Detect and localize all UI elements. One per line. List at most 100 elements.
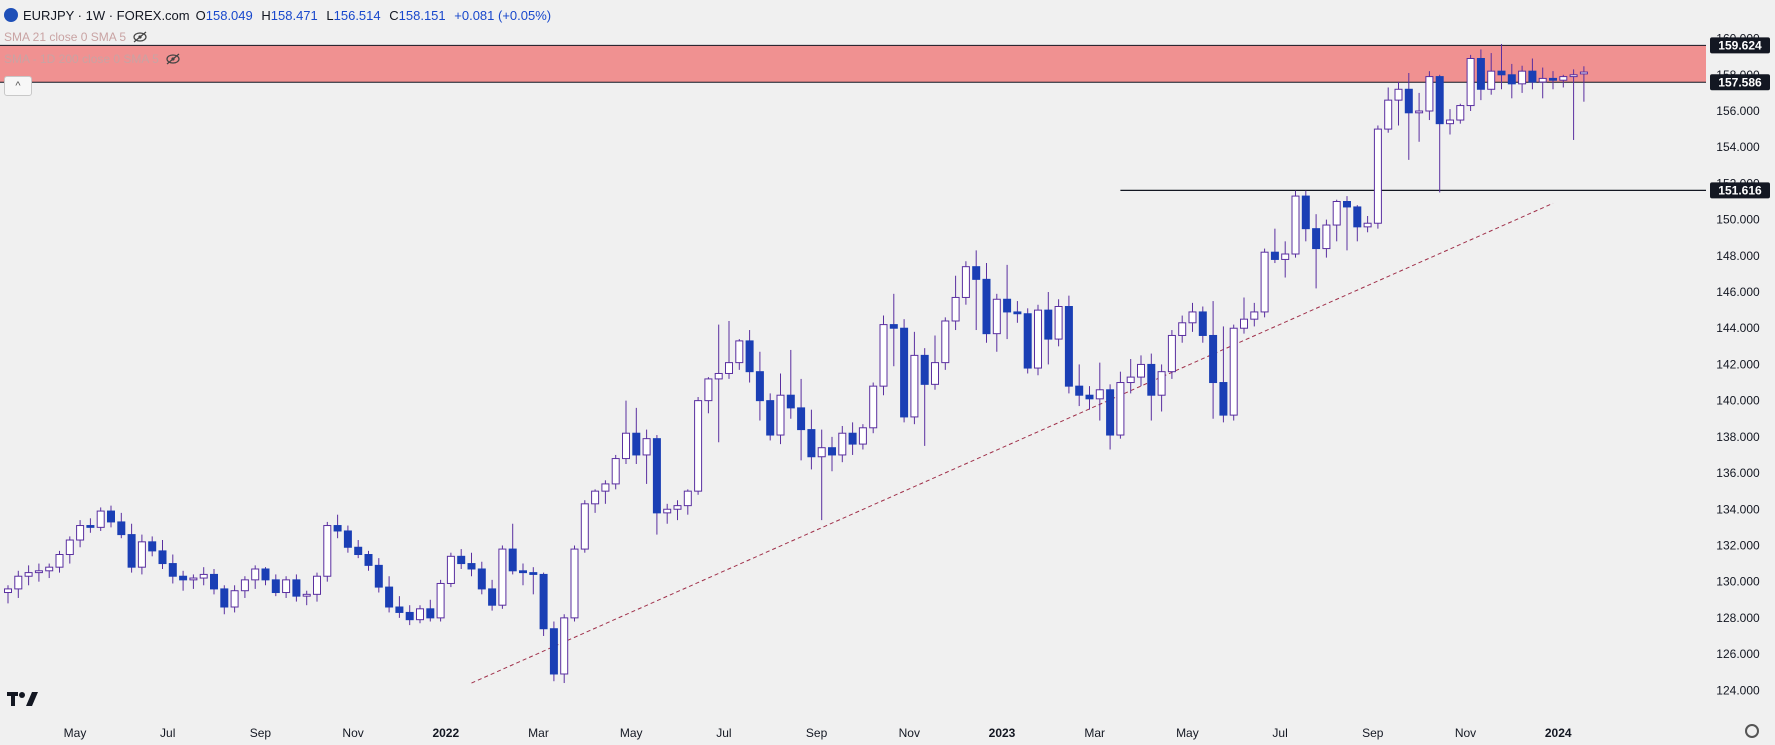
candle[interactable] — [694, 397, 703, 495]
candle[interactable] — [920, 348, 929, 446]
candle[interactable] — [817, 429, 826, 521]
candle[interactable] — [1116, 371, 1125, 439]
price-label[interactable]: 151.616 — [1710, 182, 1770, 199]
candle[interactable] — [560, 614, 569, 684]
candle[interactable] — [879, 315, 888, 396]
candle[interactable] — [117, 512, 126, 539]
candle[interactable] — [158, 540, 167, 569]
candle[interactable] — [446, 552, 455, 588]
candle[interactable] — [24, 565, 33, 586]
price-axis[interactable] — [1706, 0, 1775, 745]
candle[interactable] — [951, 275, 960, 331]
candle[interactable] — [302, 590, 311, 606]
candle[interactable] — [323, 521, 332, 582]
candle[interactable] — [704, 377, 713, 414]
candle[interactable] — [1404, 72, 1413, 160]
candle[interactable] — [1487, 53, 1496, 95]
candle[interactable] — [137, 534, 146, 575]
candle[interactable] — [1569, 69, 1578, 140]
candle[interactable] — [673, 500, 682, 521]
candle[interactable] — [1384, 87, 1393, 133]
candle[interactable] — [127, 523, 136, 573]
candle[interactable] — [1363, 215, 1372, 233]
candle[interactable] — [869, 382, 878, 434]
candle[interactable] — [1157, 364, 1166, 412]
candle[interactable] — [611, 454, 620, 490]
indicator-row-1[interactable]: SMA 21 close 0 SMA 5 — [4, 26, 551, 48]
candle[interactable] — [271, 574, 280, 597]
candle[interactable] — [1322, 219, 1331, 258]
candle[interactable] — [663, 503, 672, 524]
candle[interactable] — [1240, 297, 1248, 334]
candle[interactable] — [1095, 362, 1104, 421]
candle[interactable] — [1466, 54, 1475, 111]
candle[interactable] — [395, 596, 404, 618]
candles-layer[interactable] — [4, 44, 1588, 684]
candle[interactable] — [488, 579, 497, 611]
candle[interactable] — [1209, 301, 1218, 419]
candle[interactable] — [1106, 384, 1115, 450]
candle[interactable] — [848, 422, 857, 455]
legend-symbol-row[interactable]: EURJPY · 1W · FOREX.com O158.049 H158.47… — [4, 4, 551, 26]
candle[interactable] — [910, 331, 919, 425]
candle[interactable] — [1054, 299, 1063, 347]
candle[interactable] — [652, 435, 661, 535]
eye-off-icon[interactable] — [132, 31, 148, 43]
candle[interactable] — [961, 261, 970, 305]
candle[interactable] — [601, 480, 610, 504]
candle[interactable] — [1178, 315, 1187, 343]
candle[interactable] — [797, 378, 806, 461]
candle[interactable] — [1064, 295, 1073, 394]
candle[interactable] — [1137, 355, 1145, 387]
price-label[interactable]: 157.586 — [1710, 74, 1770, 91]
candle[interactable] — [1075, 364, 1084, 407]
candle[interactable] — [683, 489, 692, 515]
candle[interactable] — [1394, 82, 1403, 126]
candle[interactable] — [1250, 302, 1259, 327]
candle[interactable] — [807, 409, 816, 470]
candle[interactable] — [642, 429, 651, 484]
candle[interactable] — [1343, 196, 1351, 251]
candle[interactable] — [1034, 304, 1042, 376]
candle[interactable] — [34, 563, 43, 582]
candle[interactable] — [549, 621, 558, 682]
candle[interactable] — [1446, 109, 1454, 135]
candle[interactable] — [282, 576, 291, 598]
candle[interactable] — [313, 572, 321, 602]
candle[interactable] — [467, 552, 476, 577]
candle[interactable] — [230, 585, 239, 613]
candle[interactable] — [1167, 330, 1176, 379]
candle[interactable] — [941, 317, 950, 370]
candle[interactable] — [1559, 74, 1568, 88]
candle[interactable] — [889, 293, 898, 367]
candle[interactable] — [1507, 63, 1516, 99]
indicator-row-2[interactable]: SMA - 1D 200 close 0 SMA 5 — [4, 48, 551, 70]
candle[interactable] — [168, 554, 177, 584]
candle[interactable] — [508, 523, 517, 575]
candle[interactable] — [261, 567, 270, 586]
candle[interactable] — [1085, 386, 1094, 410]
candle[interactable] — [1270, 228, 1279, 264]
eye-off-icon[interactable] — [165, 53, 181, 65]
candle[interactable] — [519, 563, 527, 586]
candle[interactable] — [210, 568, 218, 595]
candle[interactable] — [148, 536, 157, 557]
candle[interactable] — [1291, 190, 1300, 258]
candle[interactable] — [457, 549, 466, 569]
candle[interactable] — [498, 545, 507, 609]
tradingview-logo[interactable] — [6, 688, 40, 714]
legend-collapse-button[interactable]: ^ — [4, 76, 32, 96]
candle[interactable] — [828, 436, 836, 472]
candle[interactable] — [385, 576, 394, 613]
gear-icon[interactable] — [1745, 724, 1759, 738]
candle[interactable] — [199, 567, 208, 586]
candle[interactable] — [4, 585, 12, 604]
candle[interactable] — [786, 349, 795, 419]
candle[interactable] — [714, 324, 723, 443]
candle[interactable] — [1013, 301, 1022, 323]
candle[interactable] — [426, 599, 435, 622]
candle[interactable] — [1229, 324, 1238, 421]
candle[interactable] — [14, 570, 23, 598]
candle[interactable] — [65, 536, 74, 564]
